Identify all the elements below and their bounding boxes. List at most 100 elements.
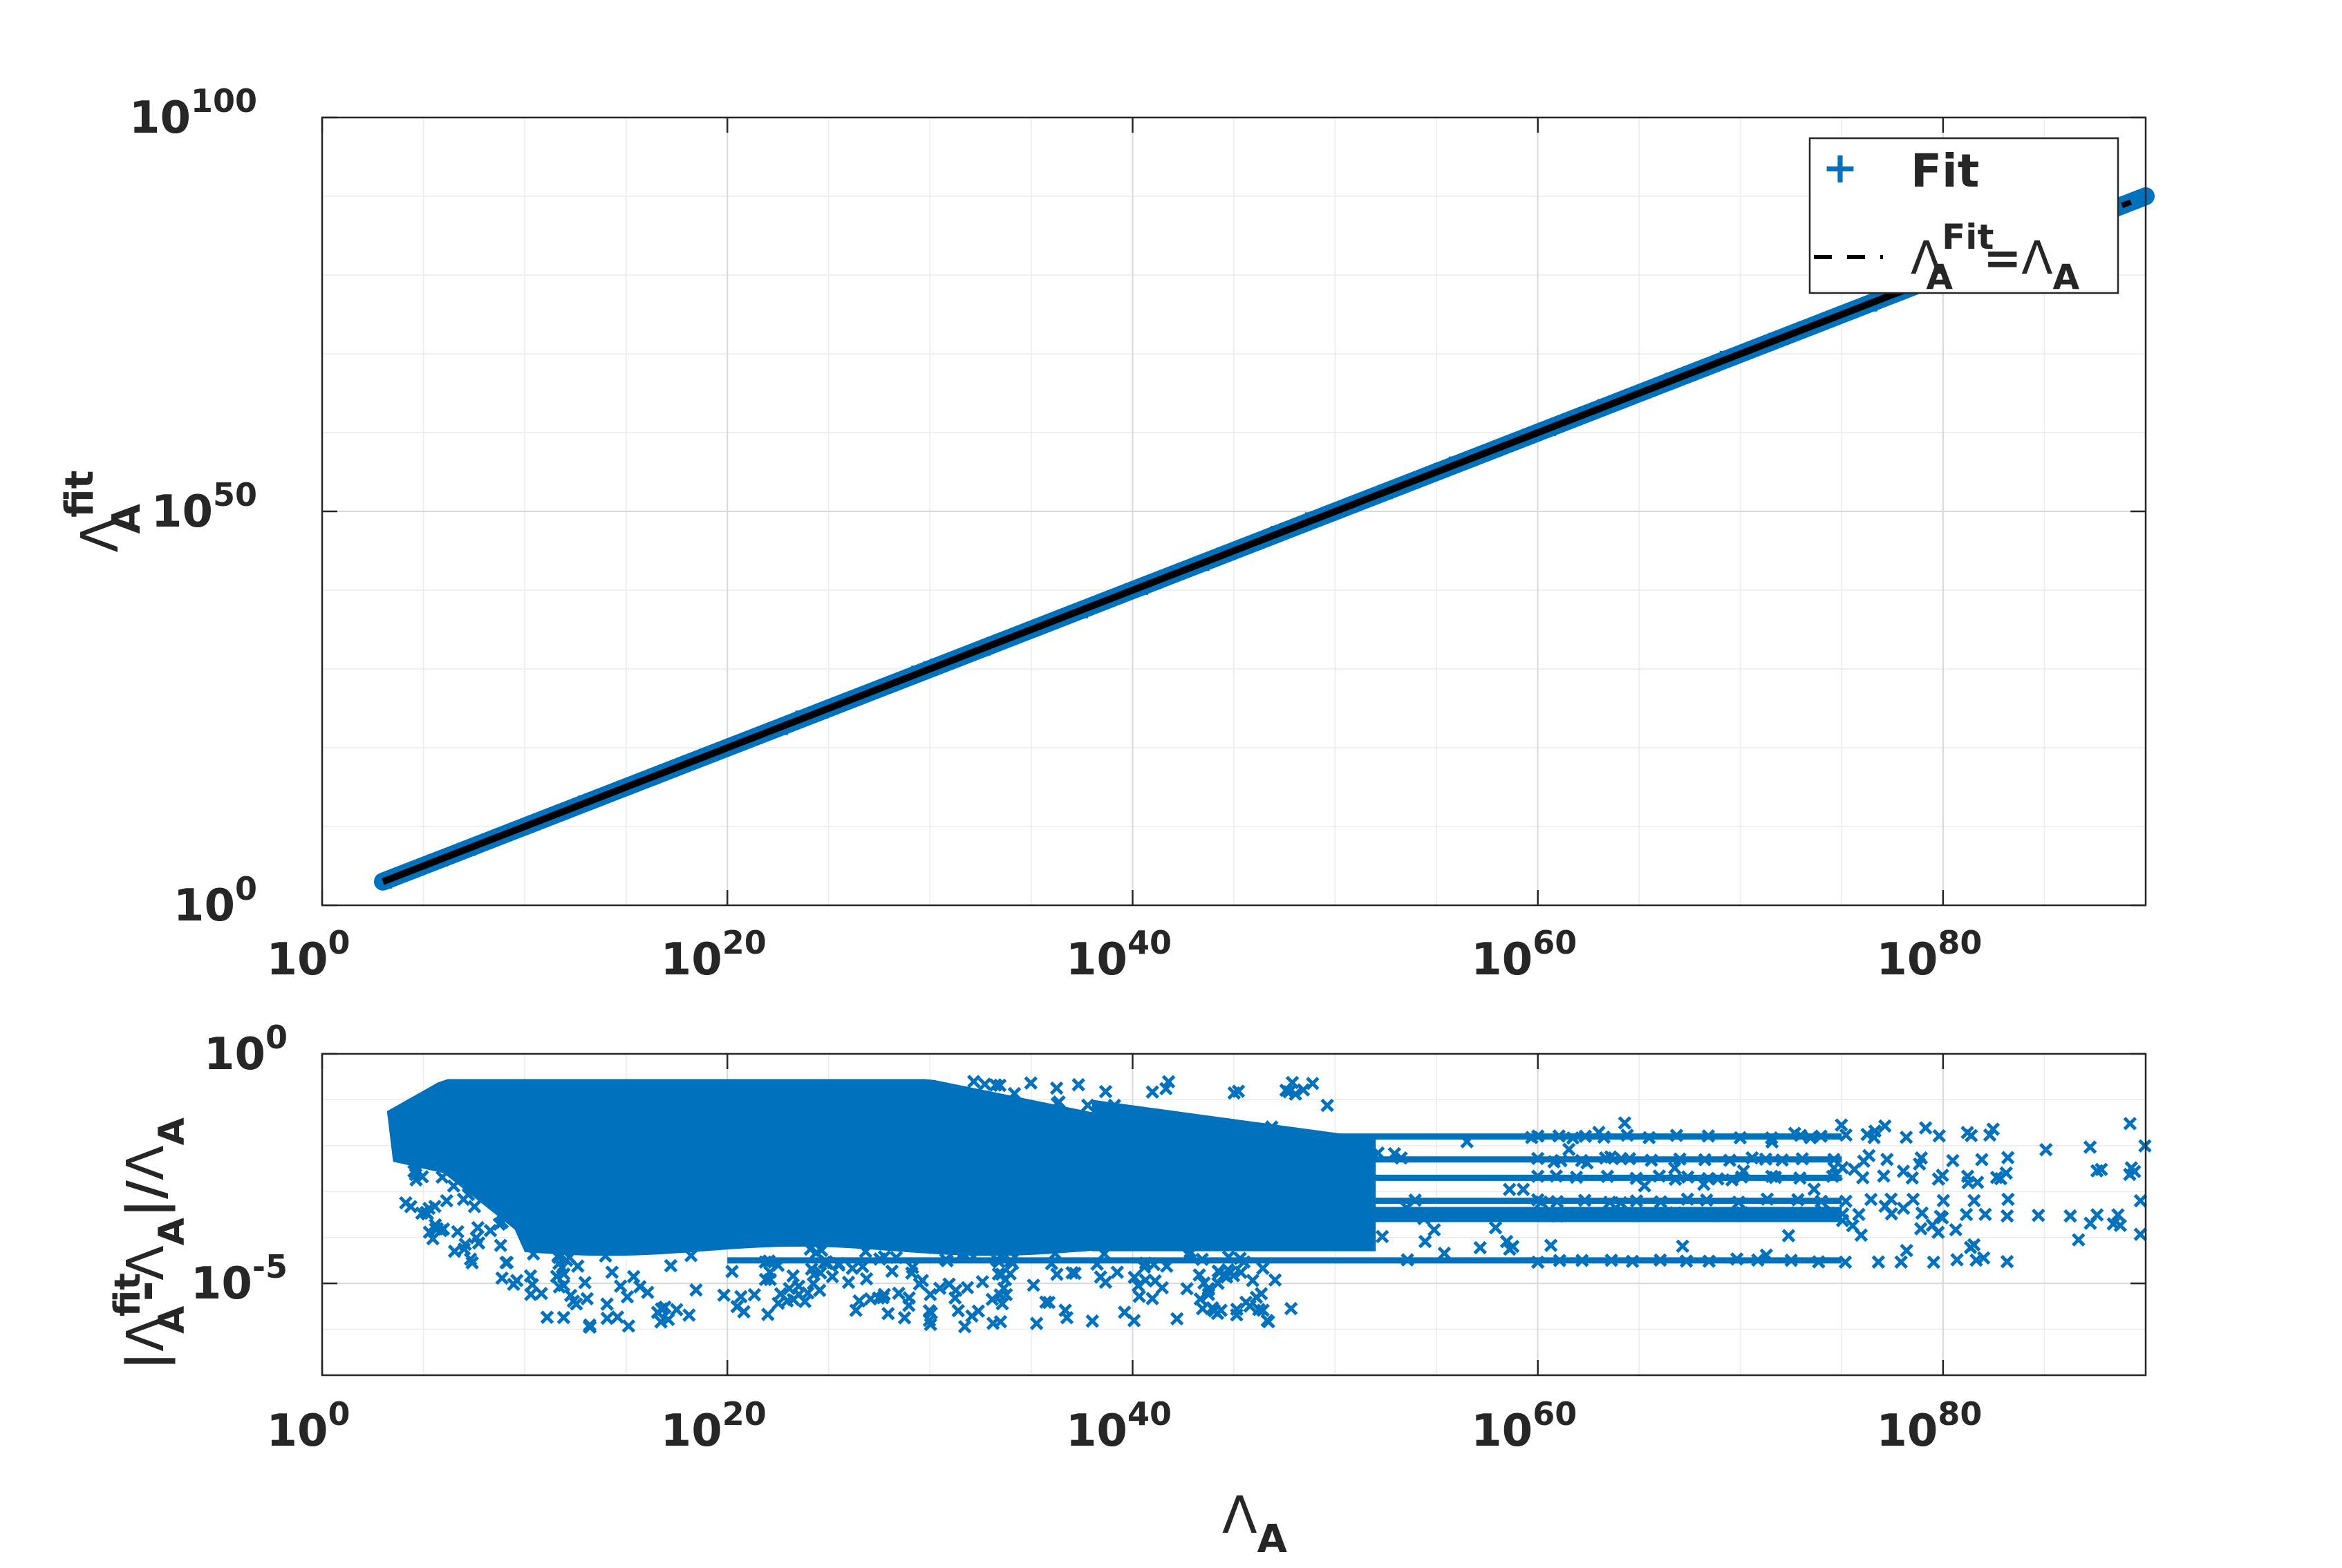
- x-marker: [968, 1098, 983, 1113]
- x-marker: [1180, 1282, 1194, 1296]
- x-marker: [877, 1249, 892, 1264]
- tick-label: 1080: [1876, 924, 1982, 985]
- x-marker: [613, 1279, 628, 1293]
- x-marker: [885, 1264, 899, 1278]
- x-marker: [1963, 1240, 1978, 1254]
- x-marker: [2001, 1192, 2015, 1207]
- x-marker: [1006, 1256, 1020, 1270]
- x-marker: [1839, 1128, 1853, 1142]
- x-marker: [1145, 1085, 1159, 1099]
- x-marker: [1931, 1225, 1945, 1240]
- x-marker: [1058, 1303, 1072, 1317]
- x-marker: [1936, 1193, 1951, 1208]
- x-marker: [1860, 1127, 1874, 1142]
- x-marker: [2000, 1254, 2014, 1269]
- x-marker: [1781, 1229, 1796, 1243]
- x-marker: [1551, 1209, 1564, 1223]
- x-marker: [1408, 1193, 1422, 1207]
- x-marker: [995, 1267, 1009, 1281]
- x-marker: [1804, 1131, 1817, 1145]
- x-marker: [447, 1244, 462, 1258]
- x-marker: [523, 1269, 538, 1283]
- x-marker: [1375, 1229, 1389, 1244]
- x-marker: [483, 1223, 498, 1238]
- x-marker: [1473, 1240, 1487, 1255]
- legend-label-fit: Fit: [1911, 144, 1979, 198]
- tick-label: 1050: [151, 476, 257, 538]
- x-marker: [783, 1281, 796, 1296]
- x-marker: [1829, 1167, 1844, 1182]
- bottom-y-axis-label: |ΛfitA-ΛA|/ΛA: [107, 1117, 193, 1370]
- x-marker: [1418, 1234, 1432, 1249]
- x-marker: [2111, 1208, 2125, 1222]
- x-marker: [1318, 1182, 1332, 1196]
- x-marker: [1814, 1129, 1828, 1143]
- x-marker: [1915, 1206, 1929, 1220]
- x-marker: [1132, 1290, 1146, 1303]
- legend-box: [1808, 137, 2119, 294]
- x-marker: [849, 1303, 863, 1317]
- x-marker: [2032, 1208, 2045, 1222]
- x-marker: [1625, 1254, 1640, 1269]
- x-marker: [1654, 1195, 1668, 1209]
- legend: + Fit ΛFit A =ΛA: [1808, 137, 2119, 297]
- x-marker: [1236, 1186, 1250, 1200]
- x-marker: [832, 1256, 846, 1271]
- bottom-error-series: [386, 1075, 2152, 1334]
- x-marker: [1812, 1255, 1826, 1269]
- tick-label: 1080: [1876, 1395, 1982, 1457]
- x-marker: [1127, 1270, 1141, 1285]
- x-marker: [1723, 1153, 1737, 1167]
- x-marker: [2090, 1164, 2104, 1178]
- x-marker: [1313, 1137, 1327, 1151]
- x-marker: [1110, 1265, 1125, 1279]
- tick-label: 100: [266, 924, 350, 985]
- x-marker: [1566, 1131, 1580, 1145]
- x-marker: [1090, 1257, 1104, 1272]
- x-marker: [428, 1199, 442, 1213]
- x-marker: [957, 1320, 972, 1334]
- x-marker: [999, 1287, 1013, 1302]
- bottom-axes-box: [321, 1052, 2147, 1377]
- x-marker: [1195, 1252, 1209, 1267]
- x-marker: [1085, 1314, 1100, 1328]
- x-marker: [1668, 1172, 1683, 1187]
- x-marker: [758, 1272, 773, 1287]
- x-marker: [852, 1294, 866, 1308]
- x-marker: [1516, 1182, 1530, 1196]
- x-marker: [580, 1292, 594, 1306]
- x-marker: [1680, 1192, 1694, 1207]
- x-marker: [1139, 1273, 1152, 1287]
- x-marker: [1044, 1256, 1059, 1271]
- x-marker: [1535, 1195, 1548, 1209]
- x-marker: [551, 1249, 565, 1263]
- x-marker: [621, 1319, 636, 1333]
- x-marker: [1912, 1157, 1927, 1171]
- x-marker: [1400, 1253, 1414, 1267]
- x-marker: [985, 1292, 1000, 1307]
- x-marker: [467, 1200, 482, 1213]
- x-marker: [1838, 1255, 1853, 1269]
- x-marker: [1234, 1265, 1248, 1279]
- x-marker: [465, 1256, 479, 1270]
- x-marker: [1600, 1169, 1615, 1184]
- x-marker: [1233, 1251, 1247, 1265]
- x-marker: [1024, 1076, 1038, 1090]
- x-marker: [1289, 1179, 1302, 1193]
- x-marker: [1978, 1207, 1992, 1222]
- x-marker: [1967, 1193, 1981, 1208]
- x-marker: [951, 1303, 965, 1318]
- x-marker: [1195, 1301, 1210, 1316]
- x-marker: [1137, 1260, 1152, 1274]
- x-marker: [1221, 1250, 1236, 1264]
- x-marker: [1791, 1193, 1805, 1207]
- x-marker: [774, 1287, 788, 1301]
- x-marker: [1353, 1228, 1367, 1243]
- x-marker: [1676, 1239, 1689, 1254]
- x-marker: [1029, 1316, 1044, 1330]
- x-marker: [664, 1258, 678, 1273]
- tick-label: 100: [266, 1395, 350, 1457]
- x-marker: [1815, 1194, 1828, 1209]
- x-marker: [469, 1231, 483, 1245]
- x-marker: [1027, 1278, 1040, 1292]
